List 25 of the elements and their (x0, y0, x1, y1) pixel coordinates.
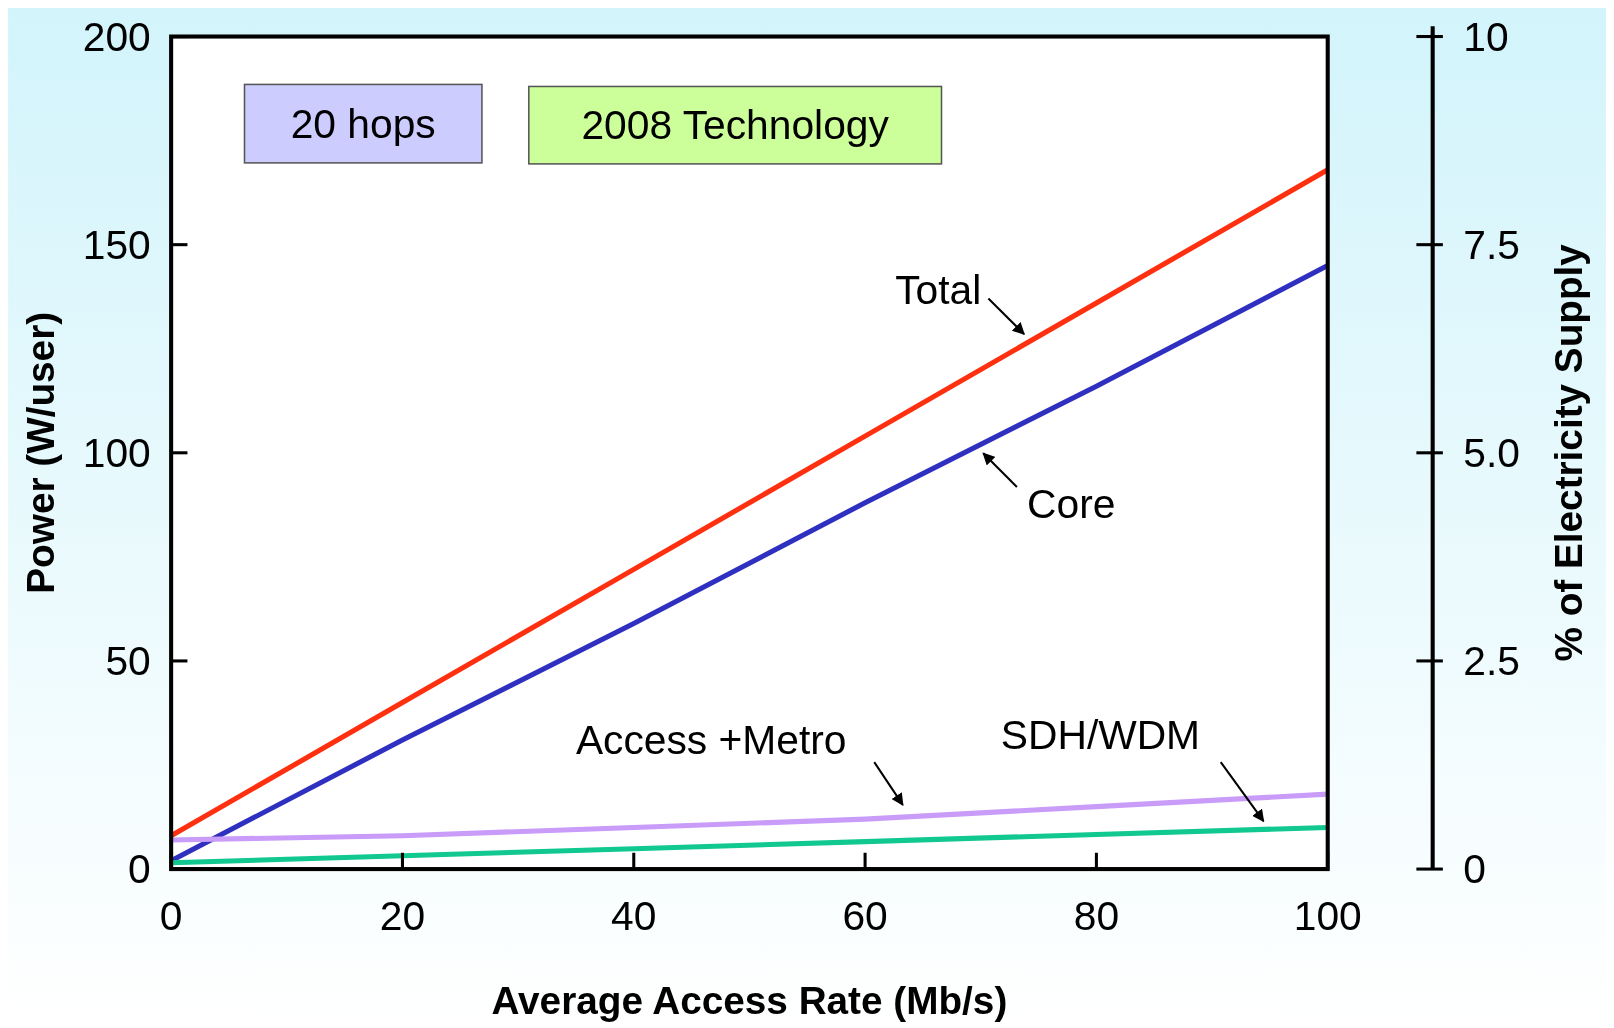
y-tick-label: 100 (82, 430, 151, 477)
x-tick-label: 60 (842, 893, 888, 940)
series-label: Access +Metro (575, 716, 847, 763)
annotation: 20 hops (290, 100, 436, 147)
x-axis-title: Average Access Rate (Mb/s) (491, 978, 1008, 1022)
x-tick-label: 20 (379, 893, 426, 940)
y-tick-label: 50 (105, 638, 151, 685)
series-label: Core (1027, 480, 1116, 527)
y-axis-title: Power (W/user) (18, 311, 62, 594)
x-tick-label: 40 (611, 893, 657, 940)
series-label: SDH/WDM (1000, 711, 1201, 758)
y2-tick-label: 0 (1463, 846, 1486, 893)
annotation: 2008 Technology (581, 102, 890, 149)
x-tick-label: 80 (1073, 893, 1120, 940)
y2-tick-label: 2.5 (1463, 638, 1520, 685)
x-tick-label: 0 (159, 893, 183, 940)
y2-tick-label: 10 (1463, 13, 1509, 60)
y-tick-label: 200 (82, 13, 151, 60)
y-tick-label: 150 (82, 221, 151, 268)
series-label: Total (895, 266, 982, 313)
x-tick-label: 100 (1293, 893, 1362, 940)
y2-axis-title: % of Electricity Supply (1547, 243, 1591, 662)
y-tick-label: 0 (128, 846, 151, 893)
y2-tick-label: 5.0 (1463, 430, 1520, 477)
y2-tick-label: 7.5 (1463, 221, 1520, 268)
